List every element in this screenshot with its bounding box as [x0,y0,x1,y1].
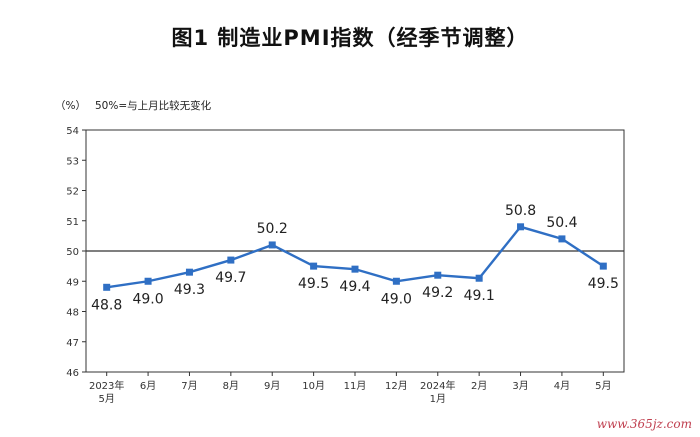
data-label: 49.0 [132,291,163,307]
chart-title: 图1 制造业PMI指数（经季节调整） [171,26,529,50]
y-tick-label: 49 [66,277,79,288]
data-label: 49.7 [215,270,246,286]
x-tick-label: 9月 [264,380,280,392]
x-tick-label: 3月 [512,380,528,392]
x-tick-label: 8月 [223,380,239,392]
data-point [310,262,318,270]
data-label: 50.4 [546,215,577,231]
y-unit-label: （%） [55,100,86,112]
data-point [268,241,276,249]
y-tick-label: 54 [66,126,79,137]
data-point [185,268,193,276]
data-point [599,262,607,270]
data-label: 49.1 [464,288,495,304]
data-point [144,277,152,285]
x-tick-label: 5月 [595,380,611,392]
x-tick-label: 2月 [471,380,487,392]
data-point [392,277,400,285]
x-tick-label: 4月 [554,380,570,392]
data-point [475,274,483,282]
y-tick-label: 48 [66,308,79,319]
x-tick-label: 2023年 [89,379,124,392]
y-tick-label: 46 [66,368,79,379]
data-point [103,283,111,291]
reference-note: 50%=与上月比较无变化 [95,100,212,112]
x-tick-label: 12月 [385,380,408,392]
data-label: 50.8 [505,203,536,219]
watermark: www.365jz.com [596,417,692,431]
data-label: 50.2 [257,221,288,237]
data-label: 49.0 [381,291,412,307]
data-point [434,271,442,279]
data-label: 49.5 [298,276,329,292]
data-point [227,256,235,264]
y-tick-label: 51 [66,217,79,228]
data-point [558,235,566,243]
data-label: 49.4 [339,279,370,295]
data-label: 49.5 [588,276,619,292]
data-point [351,265,359,273]
y-tick-label: 47 [66,338,79,349]
x-tick-label: 2024年 [420,379,455,392]
x-tick-label: 10月 [302,380,325,392]
data-label: 48.8 [91,297,122,313]
x-tick-label: 5月 [99,393,115,405]
y-tick-label: 53 [66,156,79,167]
data-point [517,223,525,231]
data-label: 49.2 [422,285,453,301]
x-tick-label: 11月 [344,380,367,392]
x-tick-label: 7月 [181,380,197,392]
x-tick-label: 1月 [430,393,446,405]
x-tick-label: 6月 [140,380,156,392]
y-tick-label: 52 [66,187,79,198]
data-label: 49.3 [174,282,205,298]
y-tick-label: 50 [66,247,79,258]
